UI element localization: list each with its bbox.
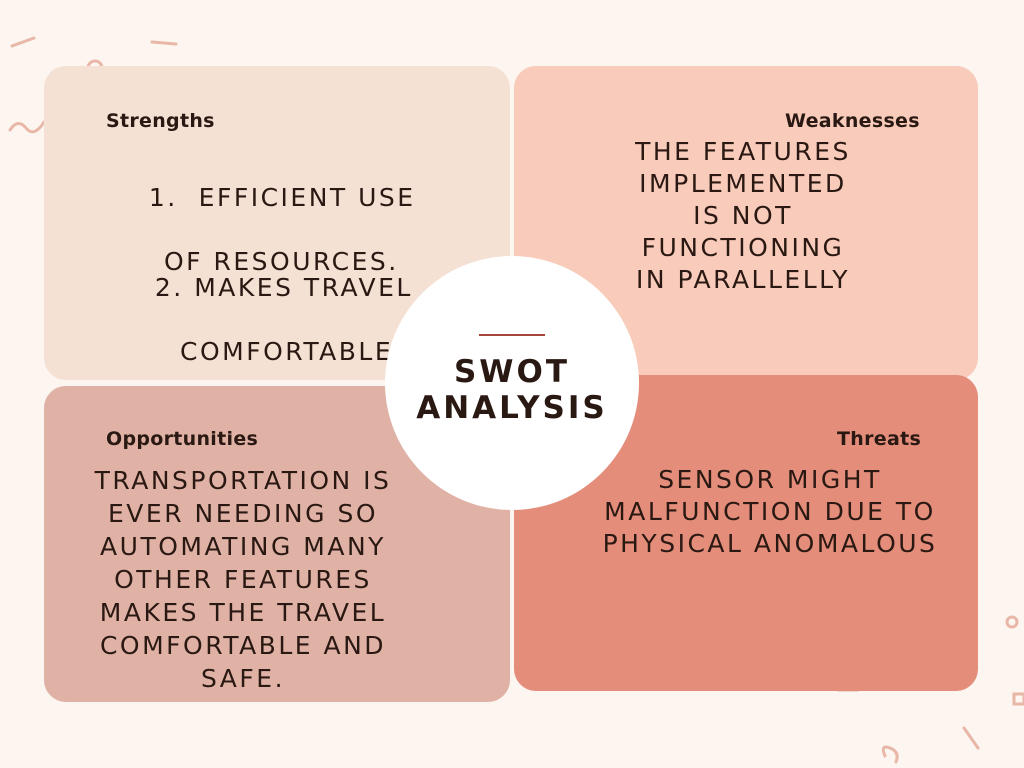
- strength-item-2: 2. MAKES TRAVEL COMFORTABLE.: [134, 240, 413, 400]
- strength-item-1-line2: OF RESOURCES.: [164, 247, 399, 276]
- strength-item-1-line1: 1. EFFICIENT USE: [148, 183, 416, 212]
- strength-item-2-line1: 2. MAKES TRAVEL: [154, 273, 413, 302]
- threats-label: Threats: [837, 428, 922, 450]
- opportunities-label: Opportunities: [106, 428, 259, 450]
- center-circle: [385, 256, 639, 510]
- strengths-label: Strengths: [106, 110, 215, 132]
- weaknesses-label: Weaknesses: [785, 110, 920, 132]
- weaknesses-text: THE FEATURES IMPLEMENTED IS NOT FUNCTION…: [635, 137, 851, 294]
- center-title: SWOT ANALYSIS: [416, 354, 608, 426]
- center-divider: [479, 334, 545, 336]
- threats-text: SENSOR MIGHT MALFUNCTION DUE TO PHYSICAL…: [602, 465, 938, 558]
- strength-item-1: 1. EFFICIENT USE OF RESOURCES.: [128, 150, 416, 310]
- strength-item-2-line2: COMFORTABLE.: [180, 337, 404, 366]
- opportunities-text: TRANSPORTATION IS EVER NEEDING SO AUTOMA…: [94, 466, 392, 693]
